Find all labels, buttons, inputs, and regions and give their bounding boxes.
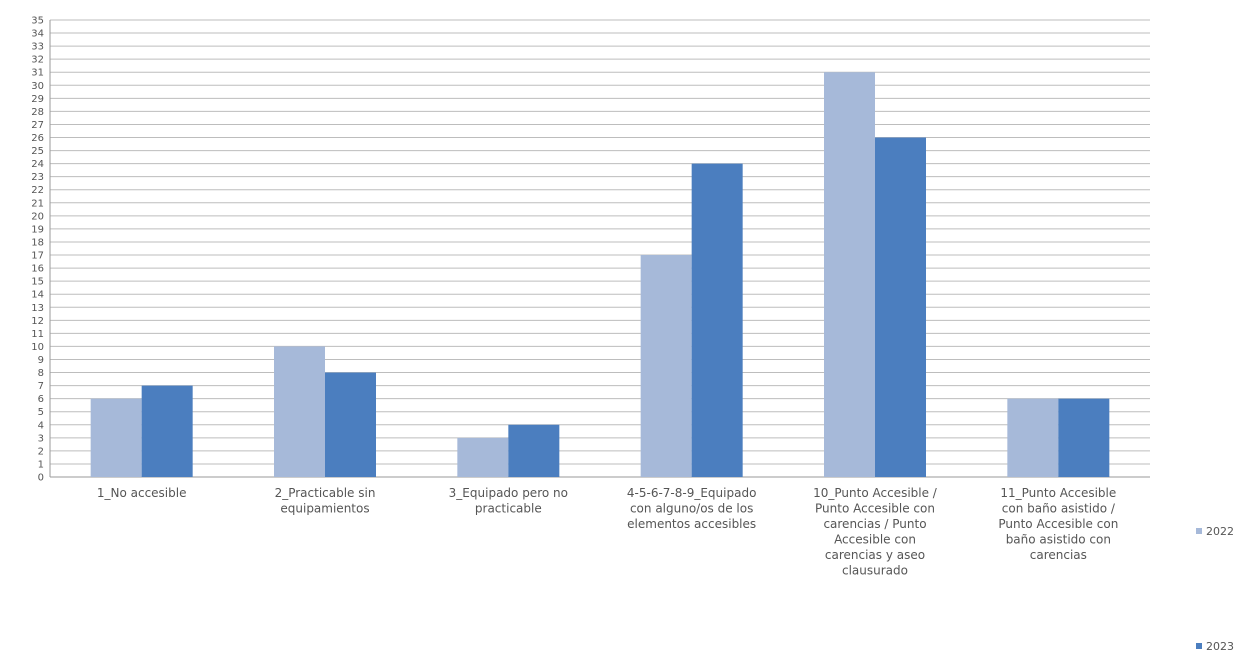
- x-category-label-line: 4-5-6-7-8-9_Equipado: [627, 486, 757, 500]
- y-tick-label: 31: [31, 68, 44, 79]
- bar-2023-3: [508, 424, 560, 477]
- bar-2022-5: [824, 72, 875, 477]
- x-category-label-line: clausurado: [842, 564, 908, 578]
- y-tick-label: 14: [31, 290, 44, 301]
- x-category-label-line: Punto Accesible con: [815, 502, 935, 516]
- y-tick-label: 27: [31, 120, 44, 131]
- y-tick-label: 13: [31, 303, 44, 314]
- y-tick-label: 35: [31, 16, 44, 27]
- y-tick-label: 18: [31, 237, 44, 248]
- y-tick-label: 25: [31, 146, 44, 157]
- bar-2022-4: [640, 255, 692, 477]
- y-tick-label: 7: [38, 381, 44, 392]
- x-category-label-line: 1_No accesible: [97, 486, 187, 500]
- bar-2023-2: [325, 372, 376, 477]
- x-category-label-line: carencias y aseo: [825, 548, 925, 562]
- y-tick-label: 12: [31, 316, 44, 327]
- x-category-label-line: 2_Practicable sin: [275, 486, 376, 500]
- x-category-label-line: carencias: [1030, 548, 1087, 562]
- y-tick-label: 20: [31, 211, 44, 222]
- y-tick-label: 11: [31, 329, 44, 340]
- y-tick-label: 4: [38, 420, 44, 431]
- y-tick-label: 33: [31, 42, 44, 53]
- legend-swatch-2023: [1196, 643, 1202, 649]
- y-tick-label: 15: [31, 277, 44, 288]
- y-tick-label: 34: [31, 29, 44, 40]
- y-tick-label: 26: [31, 133, 44, 144]
- y-tick-label: 3: [38, 433, 44, 444]
- x-category-label-line: Accesible con: [834, 533, 916, 547]
- y-tick-label: 16: [31, 264, 44, 275]
- y-tick-label: 8: [38, 368, 44, 379]
- x-category-label-line: Punto Accesible con: [998, 517, 1118, 531]
- bar-2022-1: [90, 398, 142, 477]
- legend-swatch-2022: [1196, 528, 1202, 534]
- bar-2022-3: [457, 437, 509, 477]
- y-tick-label: 24: [31, 159, 44, 170]
- y-tick-label: 28: [31, 107, 44, 118]
- x-category-label: 10_Punto Accesible / Punto Accesible con c…: [813, 486, 938, 578]
- bar-2022-6: [1007, 398, 1059, 477]
- bar-2022-2: [274, 346, 325, 477]
- y-tick-label: 5: [38, 407, 44, 418]
- y-tick-label: 32: [31, 55, 44, 66]
- x-category-label-line: equipamientos: [280, 502, 369, 516]
- x-category-label-line: con baño asistido /: [1002, 502, 1116, 516]
- x-category-label-line: elementos accesibles: [627, 517, 756, 531]
- legend-label-2023: 2023: [1206, 640, 1234, 653]
- bar-2023-5: [875, 137, 926, 477]
- x-category-label-line: 10_Punto Accesible /: [813, 486, 938, 500]
- x-category-label-line: 3_Equipado pero no: [449, 486, 568, 500]
- y-tick-label: 2: [38, 446, 44, 457]
- bar-2023-4: [691, 163, 743, 477]
- y-tick-label: 1: [38, 459, 44, 470]
- bar-2023-6: [1058, 398, 1110, 477]
- y-tick-label: 6: [38, 394, 44, 405]
- x-category-label-line: practicable: [475, 502, 542, 516]
- legend-label-2022: 2022: [1206, 525, 1234, 538]
- y-tick-label: 29: [31, 94, 44, 105]
- bar-2023-1: [141, 385, 193, 477]
- x-category-label-line: 11_Punto Accesible: [1000, 486, 1116, 500]
- x-category-label: 2_Practicable sin equipamientos: [275, 486, 376, 516]
- y-tick-label: 30: [31, 81, 44, 92]
- y-tick-label: 19: [31, 224, 44, 235]
- x-category-label: 3_Equipado pero no practicable: [449, 486, 568, 516]
- y-tick-label: 0: [38, 473, 44, 484]
- y-tick-label: 23: [31, 172, 44, 183]
- y-tick-label: 9: [38, 355, 44, 366]
- x-category-label-line: carencias / Punto: [823, 517, 926, 531]
- x-category-label: 11_Punto Accesible con baño asistido / Pun…: [998, 486, 1118, 562]
- y-tick-label: 10: [31, 342, 44, 353]
- y-tick-label: 21: [31, 198, 44, 209]
- x-category-label: 1_No accesible: [97, 486, 187, 500]
- y-tick-label: 17: [31, 251, 44, 262]
- x-category-label-line: baño asistido con: [1006, 533, 1111, 547]
- y-tick-label: 22: [31, 185, 44, 196]
- x-category-label-line: con alguno/os de los: [630, 502, 753, 516]
